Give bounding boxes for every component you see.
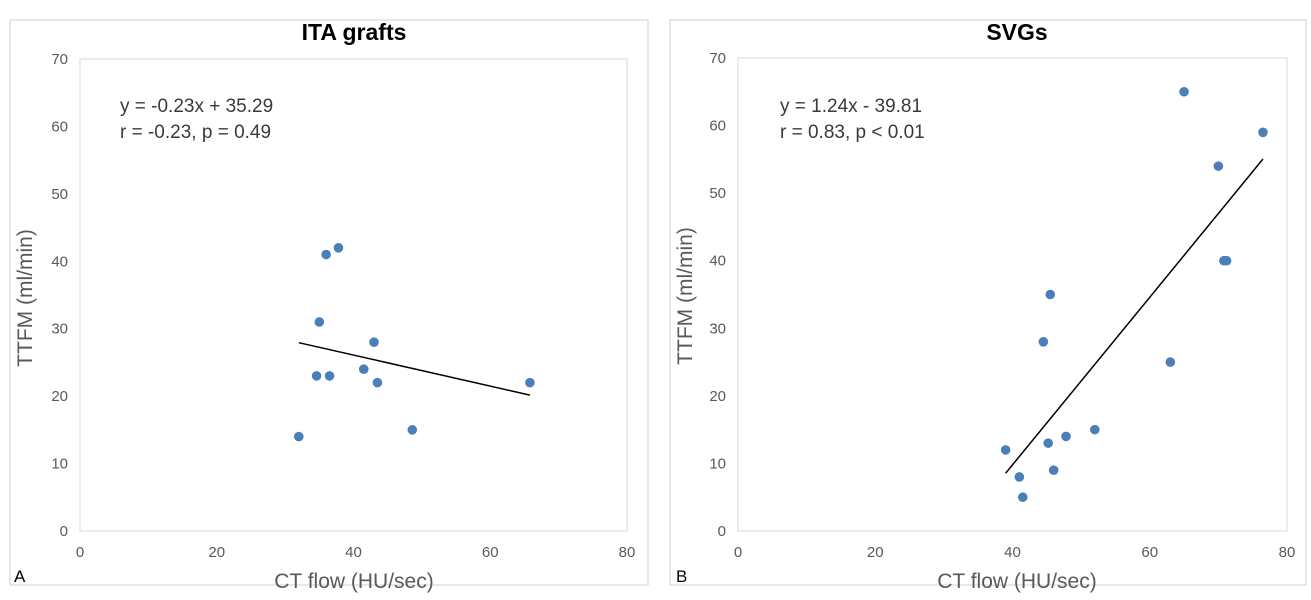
panel-b-frame — [669, 19, 1307, 586]
panel-b-data-point — [1045, 289, 1056, 300]
panel-a-x-tick-label: 0 — [76, 544, 84, 561]
panel-b-y-tick-label: 50 — [709, 185, 726, 202]
panel-a-equation: y = -0.23x + 35.29 — [120, 96, 273, 117]
panel-b-letter: B — [676, 567, 687, 586]
panel-b-data-point — [1048, 465, 1059, 475]
panel-a-x-axis-label: CT flow (HU/sec) — [274, 570, 433, 593]
panel-b-x-tick-label: 60 — [1141, 544, 1158, 561]
panel-b-data-point — [1061, 431, 1071, 442]
panel-a-title: ITA grafts — [302, 19, 407, 45]
panel-b-data-point — [1017, 492, 1028, 503]
panel-a-y-axis-label: TTFM (ml/min) — [14, 229, 37, 367]
panel-b-y-tick-label: 70 — [709, 50, 726, 67]
panel-b-y-tick-label: 10 — [709, 455, 726, 472]
panel-a-data-point — [369, 337, 379, 348]
panel-a-y-tick-label: 50 — [51, 186, 68, 203]
panel-a-plot-area — [79, 58, 628, 532]
panel-a-data-point — [314, 317, 325, 327]
panel-a-x-tick-label: 40 — [345, 544, 362, 561]
panel-a-y-tick-label: 60 — [51, 118, 68, 135]
panel-a-data-point — [372, 377, 383, 388]
panel-b-x-axis-label: CT flow (HU/sec) — [937, 570, 1096, 593]
panel-a-y-tick-label: 70 — [51, 51, 68, 68]
panel-b-y-tick-label: 40 — [709, 253, 726, 270]
panel-a-x-tick-label: 60 — [482, 544, 499, 561]
panel-a-data-point — [407, 425, 418, 435]
panel-b-y-axis-label: TTFM (ml/min) — [674, 227, 697, 365]
panel-b-marks — [737, 57, 1288, 532]
panel-b-y-tick-label: 60 — [709, 118, 726, 135]
panel-b-stats: r = 0.83, p < 0.01 — [780, 122, 925, 143]
panel-a-trendline — [298, 341, 531, 396]
panel-b-data-point — [1165, 357, 1176, 367]
panel-b-plot-area — [737, 57, 1288, 532]
panel-a-data-point — [294, 431, 304, 442]
panel-a-y-tick-label: 0 — [60, 523, 68, 540]
panel-a-data-point — [333, 243, 344, 253]
panel-a-marks — [79, 58, 628, 532]
panel-a-y-tick-label: 40 — [51, 253, 68, 270]
panel-b-x-tick-label: 80 — [1279, 544, 1296, 561]
panel-b-y-tick-label: 0 — [718, 523, 726, 540]
panel-b-x-tick-label: 40 — [1004, 544, 1021, 561]
panel-a: ITA grafts CT flow (HU/sec) TTFM (ml/min… — [9, 19, 649, 593]
panel-b-equation: y = 1.24x - 39.81 — [780, 96, 922, 117]
panel-a-data-point — [311, 371, 322, 381]
panel-b-data-point — [1014, 472, 1025, 482]
panel-b-data-point — [1000, 445, 1011, 455]
panel-a-data-point — [324, 371, 335, 381]
panel-b: SVGs CT flow (HU/sec) TTFM (ml/min) y = … — [669, 19, 1307, 593]
panel-b-trendline — [1005, 158, 1264, 474]
panel-a-x-tick-label: 20 — [208, 544, 225, 561]
panel-a-x-tick-label: 80 — [619, 544, 636, 561]
panel-a-y-tick-label: 30 — [51, 321, 68, 338]
panel-b-title: SVGs — [986, 19, 1047, 45]
panel-b-data-point — [1221, 255, 1232, 266]
panel-b-data-point — [1258, 127, 1268, 138]
panel-a-frame — [9, 19, 649, 586]
panel-b-data-point — [1179, 86, 1189, 97]
panel-b-x-tick-label: 20 — [867, 544, 884, 561]
panel-a-data-point — [358, 364, 369, 374]
panel-b-data-point — [1090, 424, 1100, 435]
panel-a-data-point — [321, 249, 331, 260]
panel-b-data-point — [1213, 161, 1224, 171]
panel-b-data-point — [1038, 337, 1049, 347]
panel-a-letter: A — [14, 567, 26, 586]
panel-a-data-point — [525, 377, 535, 388]
panel-b-y-tick-label: 30 — [709, 320, 726, 337]
panel-a-y-tick-label: 20 — [51, 388, 68, 405]
panel-a-ticks: 0 10 20 30 40 50 60 70 0 20 40 60 80 — [51, 51, 635, 561]
panel-b-x-tick-label: 0 — [734, 544, 742, 561]
panel-b-y-tick-label: 20 — [709, 388, 726, 405]
panel-a-y-tick-label: 10 — [51, 456, 68, 473]
panel-a-stats: r = -0.23, p = 0.49 — [120, 122, 271, 143]
panel-b-data-point — [1043, 438, 1053, 448]
panel-b-ticks: 0 10 20 30 40 50 60 70 0 20 40 60 80 — [709, 50, 1295, 561]
